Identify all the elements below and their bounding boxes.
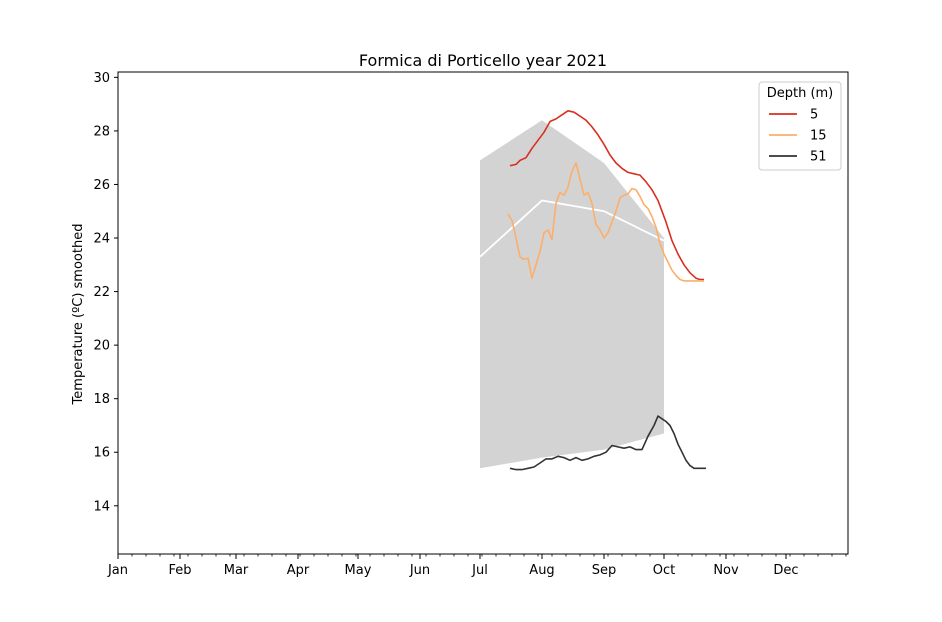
x-tick-label: Oct [653, 563, 675, 578]
y-tick-label: 20 [93, 339, 110, 354]
y-tick-label: 28 [93, 124, 110, 139]
legend-title: Depth (m) [767, 86, 834, 101]
x-tick-label: Jun [409, 563, 430, 578]
legend-box [758, 81, 842, 171]
x-tick-label: Aug [529, 563, 554, 578]
chart-title: Formica di Porticello year 2021 [359, 51, 607, 70]
x-tick-label: Sep [592, 563, 617, 578]
legend: Depth (m) 5 15 51 [758, 81, 842, 171]
x-tick-label: Nov [713, 563, 739, 578]
x-tick-label: Mar [224, 563, 249, 578]
plot-area: 14 16 18 20 22 24 26 28 30 Jan Feb Mar Apr May Jun Jul A… [93, 71, 849, 578]
legend-label-15: 15 [810, 129, 827, 144]
y-axis-label: Temperature (ºC) smoothed [71, 224, 86, 406]
y-tick-label: 30 [93, 71, 110, 86]
y-tick-label: 22 [93, 285, 110, 300]
x-tick-label: Jan [107, 563, 128, 578]
x-tick-label: Dec [773, 563, 798, 578]
y-tick-label: 26 [93, 178, 110, 193]
legend-label-51: 51 [810, 150, 827, 165]
series-line-51 [509, 415, 706, 471]
x-tick-label: Jul [471, 563, 488, 578]
series-line-15 [507, 162, 704, 282]
y-tick-label: 14 [93, 499, 110, 514]
x-tick-label: May [345, 563, 372, 578]
axes-frame [117, 71, 849, 555]
legend-label-5: 5 [810, 108, 818, 123]
climatology-mean-line [479, 199, 665, 258]
x-tick-label: Feb [168, 563, 191, 578]
y-tick-label: 18 [93, 392, 110, 407]
x-tick-label: Apr [287, 563, 310, 578]
y-tick-label: 24 [93, 232, 110, 247]
y-tick-label: 16 [93, 446, 110, 461]
series-line-5 [509, 110, 704, 281]
